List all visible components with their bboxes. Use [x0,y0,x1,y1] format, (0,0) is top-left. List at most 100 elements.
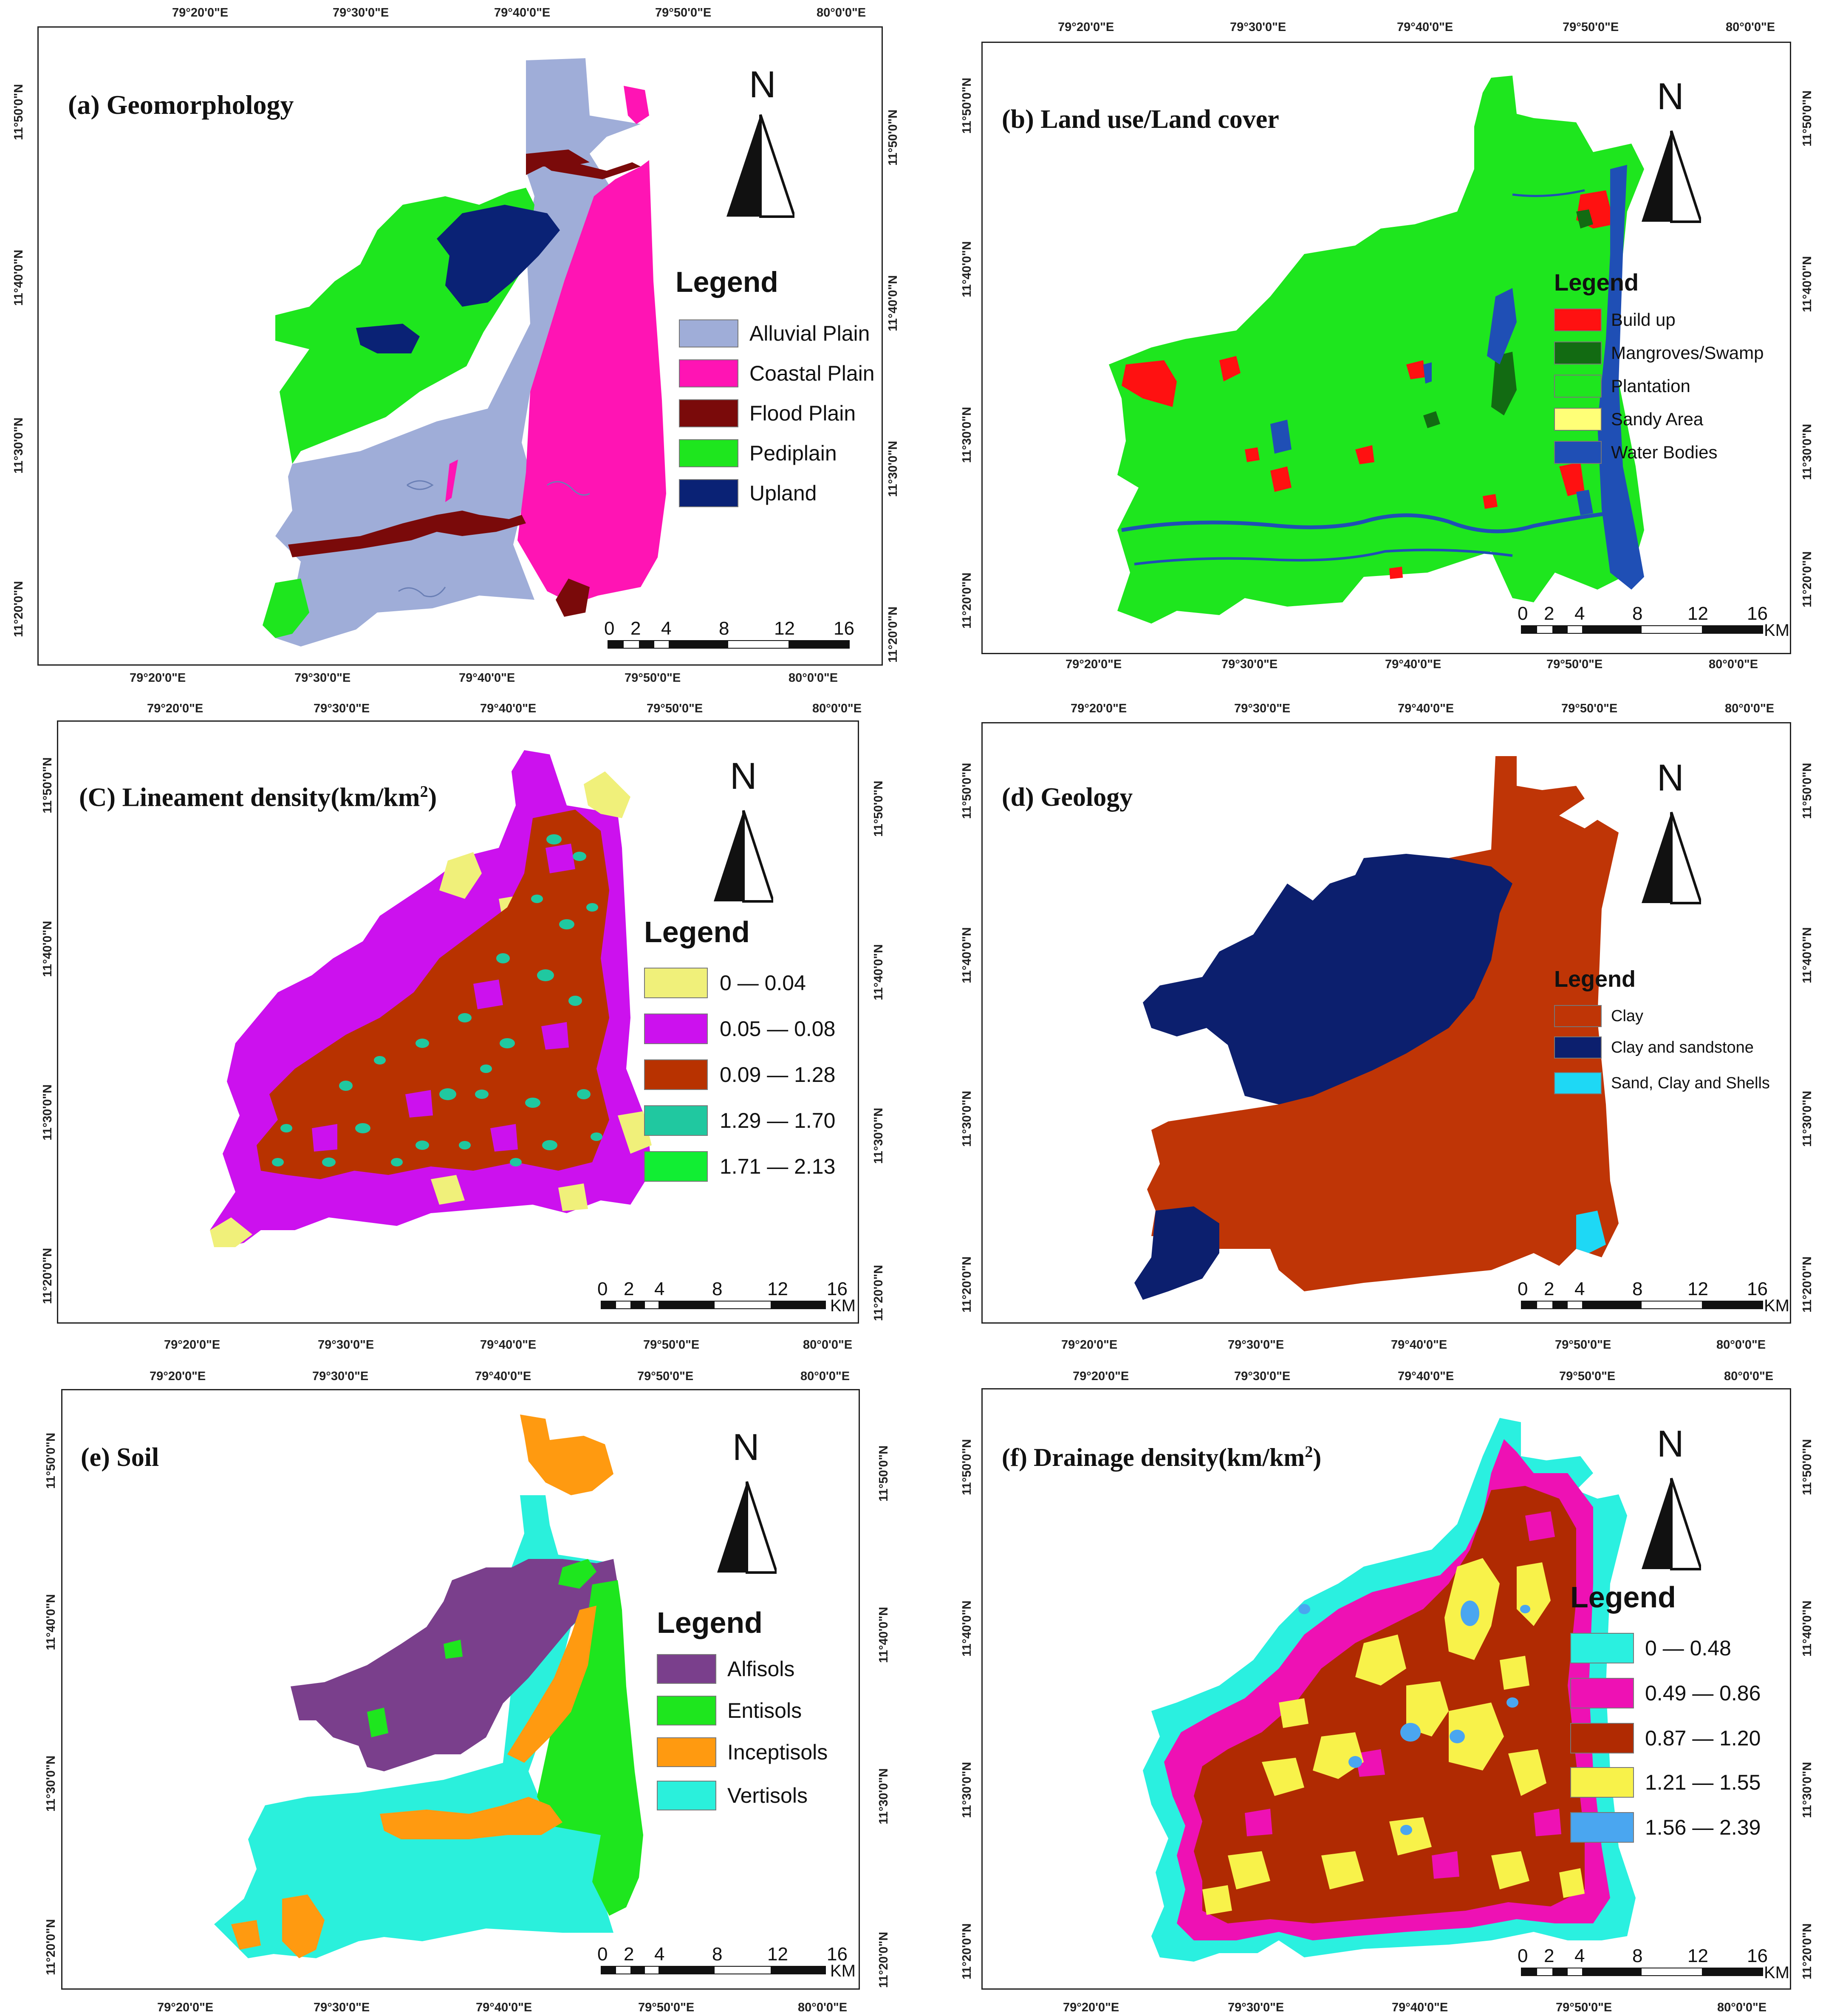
lat-label-right: 11°40'0"N [1800,1600,1814,1657]
north-letter: N [1657,757,1684,799]
density-class-0-0.04 [210,1217,252,1247]
legend-item: Alfisols [657,1654,794,1684]
lat-label-right: 11°30'0"N [877,1768,890,1824]
lon-label-bottom: 79°40'0"E [459,671,515,685]
north-arrow-icon [1642,1478,1701,1570]
lon-label-top: 79°50'0"E [637,1369,694,1383]
north-arrow-icon [714,810,773,903]
scale-tick: 16 [827,1279,848,1299]
lon-label-top: 79°30'0"E [314,702,370,715]
upland-area [437,205,560,307]
legend-swatch [1570,1723,1634,1753]
panel-geology: 79°20'0"E 79°30'0"E 79°40'0"E 79°50'0"E … [913,684,1823,1352]
legend-item: 0.87 — 1.20 [1570,1723,1761,1753]
lon-label-top: 79°40'0"E [475,1369,531,1383]
lon-label-top: 79°20'0"E [1073,1369,1129,1383]
legend-label: Vertisols [727,1784,808,1807]
scale-tick: 8 [712,1944,723,1965]
lon-label-bottom: 79°20'0"E [1063,2001,1119,2014]
water-bodies-area [1487,288,1517,364]
scale-tick: 0 [597,1944,608,1965]
lon-label-top: 80°0'0"E [817,6,866,20]
lon-label-bottom: 79°40'0"E [476,2001,532,2014]
lat-label-left: 11°20'0"N [960,572,974,629]
legend-swatch [644,968,708,998]
scale-tick: 4 [661,618,672,639]
panel-title: (d) Geology [1002,783,1133,812]
inceptisols-area [380,1797,562,1839]
scale-bar: 0 2 4 8 12 16 KM [597,1944,873,1980]
lon-label-top: 79°40'0"E [1397,20,1453,34]
legend-swatch [644,1151,708,1182]
lineament-density-map [210,750,652,1247]
scale-tick: 16 [834,618,854,639]
legend-item: 1.29 — 1.70 [644,1105,835,1136]
scale-tick: 2 [1544,1945,1554,1966]
north-letter: N [1657,1423,1684,1465]
legend-label: Water Bodies [1611,442,1718,462]
legend-title: Legend [657,1606,763,1639]
lat-label-right: 11°40'0"N [872,944,885,1000]
panel-title: (C) Lineament density(km/km2) [79,782,437,813]
lat-label-right: 11°50'0"N [1800,90,1814,147]
upland-patch [356,324,420,353]
lon-label-top: 79°20'0"E [150,1369,206,1383]
legend-swatch [1554,408,1602,431]
coastal-plain-area [517,160,666,604]
entisols-area [537,1580,643,1916]
scale-bar: 0 2 4 8 12 16 KM [1518,1945,1793,1982]
lon-label-top: 79°20'0"E [147,702,203,715]
lat-label-left: 11°50'0"N [12,84,25,140]
legend-item: 1.21 — 1.55 [1570,1767,1761,1798]
legend-title: Legend [1554,966,1636,992]
lon-label-top: 79°30'0"E [1230,20,1286,34]
water-bodies-area [1576,490,1593,515]
panel-title-text: (f) Drainage density(km/km [1002,1443,1305,1471]
scale-tick: 4 [1574,603,1585,624]
legend-item: 0 — 0.48 [1570,1633,1731,1663]
lat-label-right: 11°30'0"N [872,1107,885,1164]
lon-label-bottom: 79°50'0"E [643,1338,700,1352]
legend-label: Build up [1611,310,1676,330]
lon-label-top: 80°0'0"E [800,1369,850,1383]
legend-title: Legend [644,915,750,949]
lon-label-top: 79°50'0"E [1563,20,1619,34]
legend-item: 0.49 — 0.86 [1570,1678,1761,1708]
lon-label-bottom: 79°50'0"E [1555,1338,1611,1352]
legend-item: 0.05 — 0.08 [644,1014,835,1044]
density-class-0-0.04 [618,1111,652,1154]
flood-plain-area [556,579,590,617]
legend-item: Water Bodies [1554,441,1718,464]
scale-bar: 0 2 4 8 12 16 KM [1518,1279,1793,1315]
lon-label-bottom: 80°0'0"E [789,671,838,685]
coastal-plain-patch [624,86,649,124]
lat-label-left: 11°30'0"N [960,1090,974,1147]
legend-label: 0.49 — 0.86 [1645,1681,1761,1705]
legend-swatch [657,1781,716,1810]
panel-drainage-density: 79°20'0"E 79°30'0"E 79°40'0"E 79°50'0"E … [913,1351,1823,2016]
lon-label-bottom: 80°0'0"E [803,1338,853,1352]
build-up-area [1122,360,1177,407]
scale-tick: 16 [1747,1945,1768,1966]
lon-label-bottom: 79°50'0"E [1556,2001,1612,2014]
scale-tick: 0 [597,1279,608,1299]
build-up-area [1219,356,1241,381]
legend-label: Inceptisols [727,1740,828,1764]
north-arrow-icon [1642,812,1701,904]
scale-unit: KM [830,1296,856,1315]
lat-label-left: 11°20'0"N [41,1248,54,1304]
build-up-area [1389,567,1403,579]
legend-swatch [1554,1072,1602,1094]
lat-label-right: 11°20'0"N [872,1265,885,1321]
lat-label-right: 11°50'0"N [877,1445,890,1502]
scale-segments [1521,1968,1763,1976]
scale-tick: 4 [654,1944,665,1965]
scale-segments [608,640,850,649]
legend-label: Clay and sandstone [1611,1038,1754,1056]
lon-label-bottom: 79°20'0"E [1061,1338,1118,1352]
inceptisols-area [282,1895,325,1958]
scale-tick: 16 [827,1944,848,1965]
legend-item: Vertisols [657,1781,808,1810]
panel-title-end: ) [428,783,437,812]
scale-bar: 0 2 4 8 12 16 KM [597,1279,873,1315]
